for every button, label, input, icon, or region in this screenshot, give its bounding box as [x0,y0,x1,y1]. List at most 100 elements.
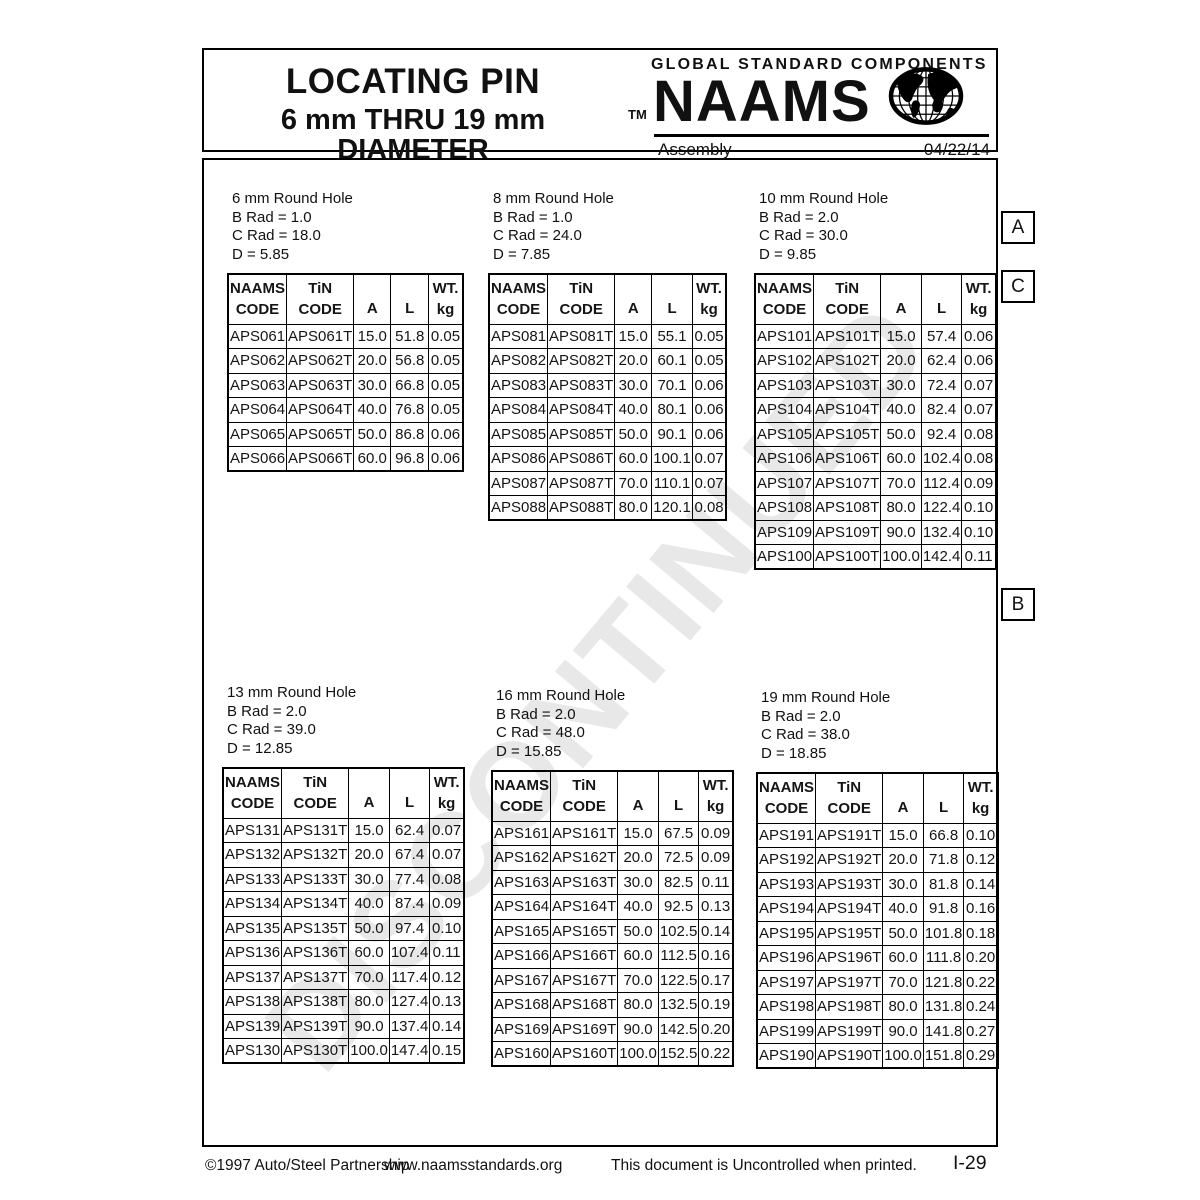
table-cell: 0.07 [961,372,997,398]
table-cell: 96.8 [390,446,430,472]
table-cell: 40.0 [882,896,924,922]
table-cell: APS163T [550,869,619,895]
table-cell: 20.0 [882,847,924,873]
table-cell: 102.5 [657,918,700,944]
table-cell: APS102 [754,348,815,374]
table-cell: APS082 [488,348,549,374]
spec-line: C Rad = 38.0 [761,726,850,743]
spec-line: B Rad = 2.0 [496,705,576,723]
table-cell: 60.1 [651,348,693,374]
table-cell: APS165 [491,918,552,944]
table-cell: 20.0 [617,845,659,871]
table-cell: APS106 [754,446,815,472]
table-cell: APS135 [222,915,283,941]
table-cell: 0.06 [691,372,727,398]
table-cell: 111.8 [922,945,965,971]
table-row: APS196 APS196T 60.0 111.8 0.20 [756,945,999,971]
table-cell: APS101T [813,323,882,349]
table-cell: APS139 [222,1013,283,1039]
column-header-line: CODE [499,798,544,816]
table-group-16mm: 16 mm Round Hole B Rad = 2.0 C Rad = 48.0 D… [491,687,734,1067]
table-row: APS134 APS134T 40.0 87.4 0.09 [222,891,465,917]
table-cell: APS100 [754,544,815,570]
table-cell: 60.0 [882,945,924,971]
table-cell: APS107T [813,470,882,496]
table-cell: 137.4 [388,1013,431,1039]
table-cell: APS138 [222,989,283,1015]
table-cell: 76.8 [390,397,430,423]
table-cell: APS081 [488,323,549,349]
column-header-line: TiN [308,279,333,297]
table-cell: APS103 [754,372,815,398]
column-header-line: WT. [696,279,722,297]
column-header-line: TiN [569,279,594,297]
table-cell: 0.06 [428,446,464,472]
column-header: WT. kg [428,273,464,325]
table-row: APS106 APS106T 60.0 102.4 0.08 [754,446,997,472]
table-cell: APS084 [488,397,549,423]
column-header: A [348,767,390,819]
column-header-line: CODE [762,301,807,319]
table-row: APS169 APS169T 90.0 142.5 0.20 [491,1016,734,1042]
column-header-line: kg [436,301,455,319]
column-header-line: WT. [432,279,459,297]
column-header: A [880,273,922,325]
table-cell: 0.13 [698,894,734,920]
header-row: NAAMS CODE TiN CODE A L WT. kg [491,770,734,822]
spec-line: 8 mm Round Hole [493,190,614,207]
table-row: APS101 APS101T 15.0 57.4 0.06 [754,323,997,349]
table-row: APS131 APS131T 15.0 62.4 0.07 [222,817,465,843]
table-cell: 0.08 [429,866,465,892]
table-cell: 90.1 [651,421,693,447]
column-header-line: CODE [298,301,342,319]
table-cell: 0.09 [698,820,734,846]
table-cell: APS087 [488,470,549,496]
table-cell: 20.0 [880,348,922,374]
table-cell: 0.10 [961,519,997,545]
category-label: Assembly [658,140,732,159]
table-cell: 0.14 [963,871,999,897]
table-cell: 20.0 [353,348,392,374]
table-cell: 82.5 [657,869,700,895]
table-row: APS190 APS190T 100.0 151.8 0.29 [756,1043,999,1069]
table-cell: 15.0 [882,822,924,848]
column-header-line: A [366,299,378,317]
table-row: APS164 APS164T 40.0 92.5 0.13 [491,894,734,920]
table-cell: APS062 [227,348,288,374]
table-row: APS161 APS161T 15.0 67.5 0.09 [491,820,734,846]
table-cell: APS167 [491,967,552,993]
table-cell: APS084T [547,397,616,423]
table-cell: 20.0 [614,348,653,374]
logo-divider-rule [654,134,989,137]
table-cell: 100.0 [882,1043,924,1069]
table-cell: 62.4 [388,817,431,843]
table-cell: APS065T [286,421,355,447]
spec-line: B Rad = 2.0 [227,702,307,720]
table-cell: 0.20 [698,1016,734,1042]
table-cell: 87.4 [388,891,431,917]
table-row: APS137 APS137T 70.0 117.4 0.12 [222,964,465,990]
column-header: A [614,273,653,325]
table-cell: APS133T [281,866,350,892]
column-header: TiN CODE [815,772,884,824]
table-cell: APS088T [547,495,616,521]
column-header-line: kg [700,301,718,319]
header-row: NAAMS CODE TiN CODE A L WT. kg [488,273,727,325]
table-cell: 120.1 [651,495,693,521]
table-cell: 30.0 [614,372,653,398]
column-header: WT. kg [698,770,734,822]
spec-line: D = 18.85 [761,744,827,762]
spec-line: D = 15.85 [496,742,562,760]
table-cell: APS105 [754,421,815,447]
table-cell: 50.0 [353,421,392,447]
table-cell: 0.24 [963,994,999,1020]
table-row: APS102 APS102T 20.0 62.4 0.06 [754,348,997,374]
table-cell: APS131T [281,817,350,843]
header-row: NAAMS CODE TiN CODE A L WT. kg [756,772,999,824]
column-header-line: TiN [572,776,597,794]
table-cell: 0.09 [961,470,997,496]
table-cell: 112.4 [920,470,963,496]
column-header: A [353,273,392,325]
table-cell: APS196 [756,945,817,971]
table-cell: 132.5 [657,992,700,1018]
